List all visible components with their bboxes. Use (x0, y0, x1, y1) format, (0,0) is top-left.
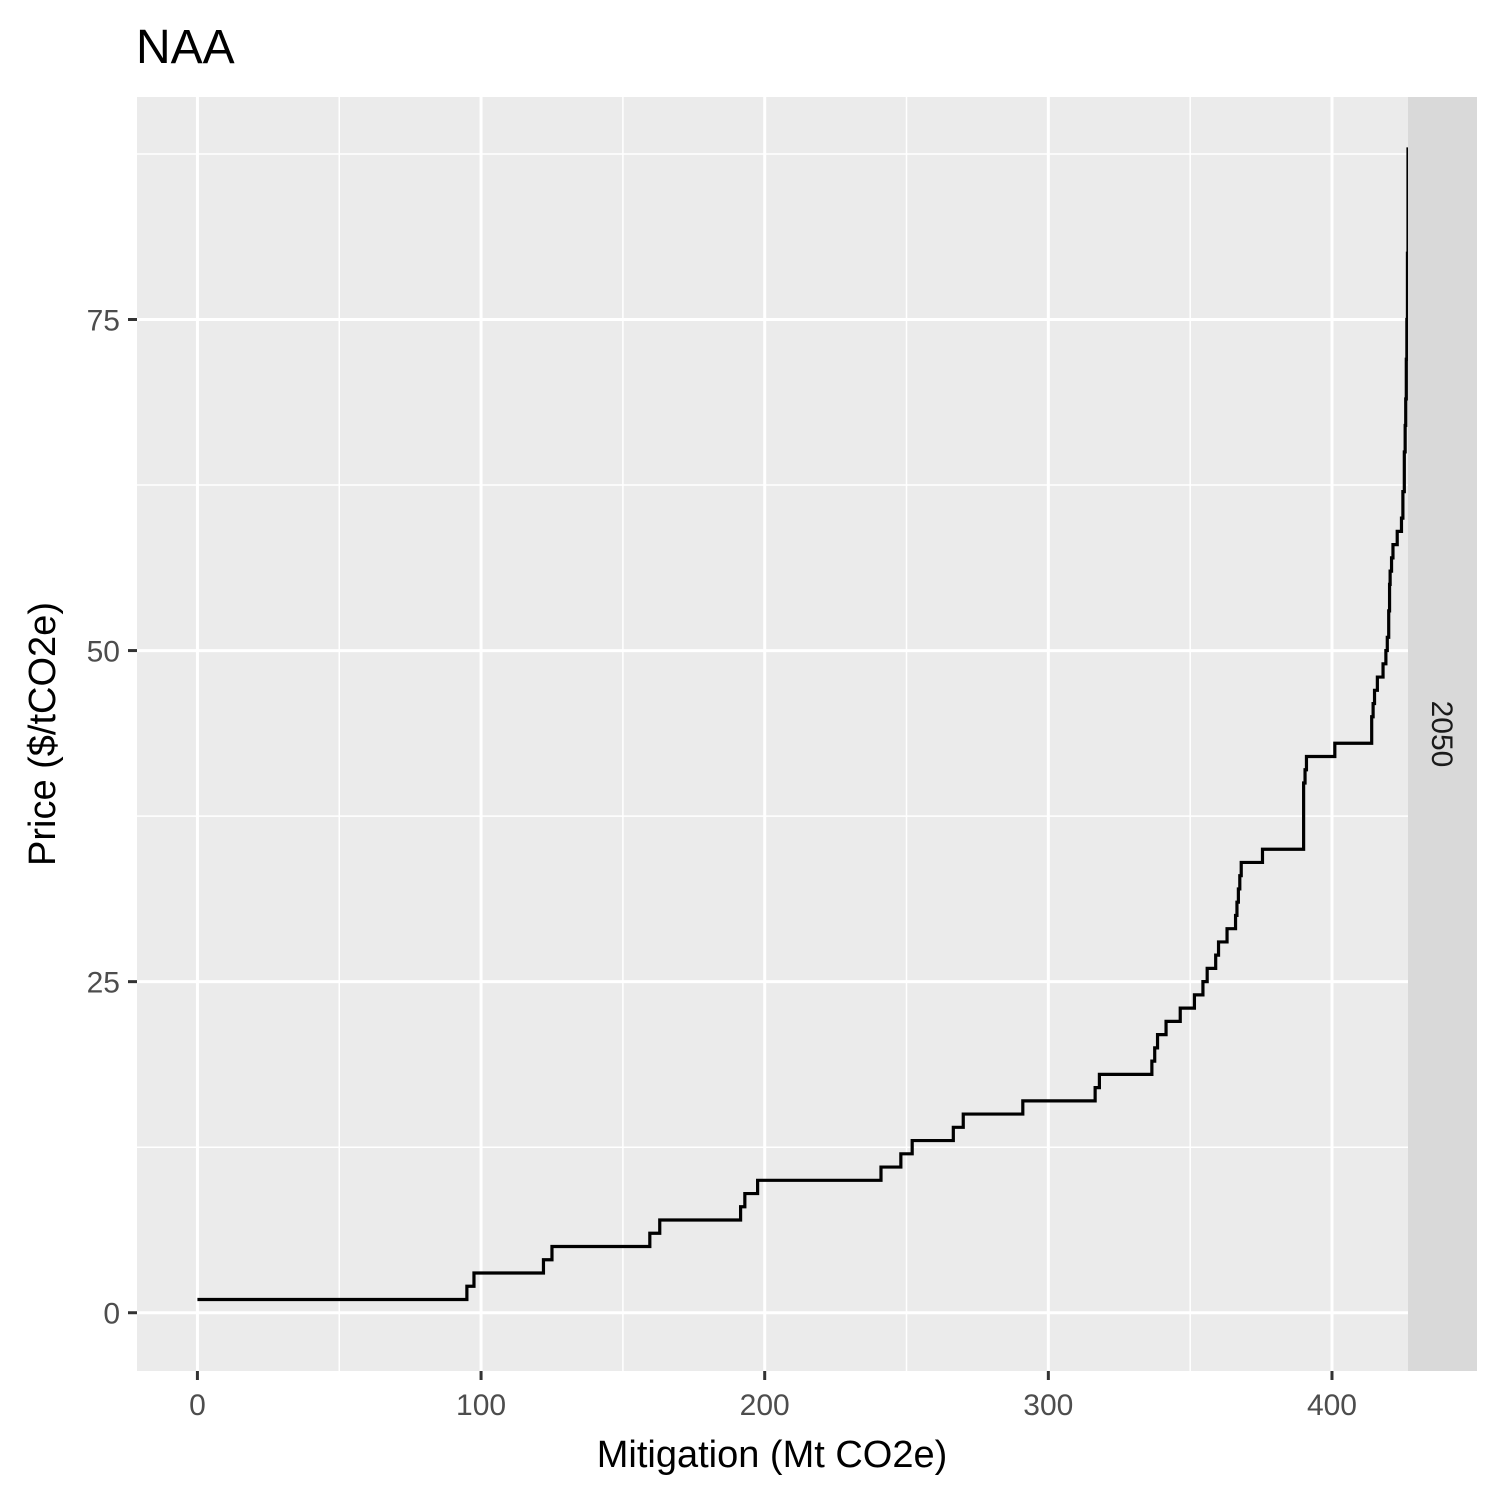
chart-title: NAA (136, 21, 235, 74)
minor-gridlines (137, 97, 1408, 1371)
facet-strip-label: 2050 (1425, 701, 1458, 768)
x-axis: 0 100 200 300 400 (189, 1371, 1357, 1422)
x-tick-label: 400 (1307, 1389, 1357, 1422)
plot-panel (137, 97, 1408, 1371)
y-axis: 0 25 50 75 (87, 304, 137, 1331)
y-axis-title: Price ($/tCO2e) (22, 602, 64, 866)
x-tick-label: 100 (456, 1389, 506, 1422)
y-tick-label: 25 (87, 967, 120, 1000)
facet-strip (1408, 97, 1477, 1371)
x-tick-label: 300 (1023, 1389, 1073, 1422)
major-gridlines (137, 97, 1408, 1371)
x-axis-title: Mitigation (Mt CO2e) (597, 1434, 948, 1476)
y-tick-label: 0 (103, 1298, 120, 1331)
series-layer (197, 147, 1410, 1302)
y-tick-label: 50 (87, 636, 120, 669)
x-tick-label: 0 (189, 1389, 206, 1422)
y-tick-label: 75 (87, 304, 120, 337)
series-line (197, 147, 1410, 1302)
x-tick-label: 200 (740, 1389, 790, 1422)
